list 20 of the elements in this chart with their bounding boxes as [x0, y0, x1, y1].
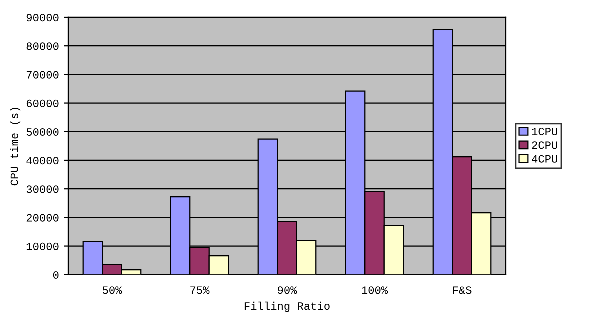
- x-tick-label: F&S: [453, 286, 472, 294]
- y-tick-label: 20000: [26, 214, 59, 222]
- y-tick-label: 90000: [26, 14, 59, 22]
- x-tick-label: 90%: [278, 286, 298, 294]
- legend-label: 4CPU: [532, 155, 558, 163]
- y-tick-label: 10000: [26, 242, 59, 250]
- y-axis-title: CPU time (s): [10, 108, 21, 186]
- y-tick-label: 80000: [26, 42, 59, 50]
- legend-label: 1CPU: [532, 128, 558, 136]
- x-axis-title: Filling Ratio: [244, 302, 330, 312]
- x-tick-label: 75%: [190, 286, 210, 294]
- y-tick-label: 50000: [26, 128, 59, 136]
- y-tick-label: 0: [53, 271, 59, 280]
- x-tick-label: 100%: [362, 286, 388, 294]
- x-tick-label: 50%: [102, 286, 122, 294]
- y-tick-label: 30000: [26, 186, 59, 194]
- legend-label: 2CPU: [532, 142, 558, 150]
- y-tick-label: 70000: [26, 71, 59, 79]
- y-tick-label: 60000: [26, 100, 59, 108]
- y-tick-label: 40000: [26, 157, 59, 165]
